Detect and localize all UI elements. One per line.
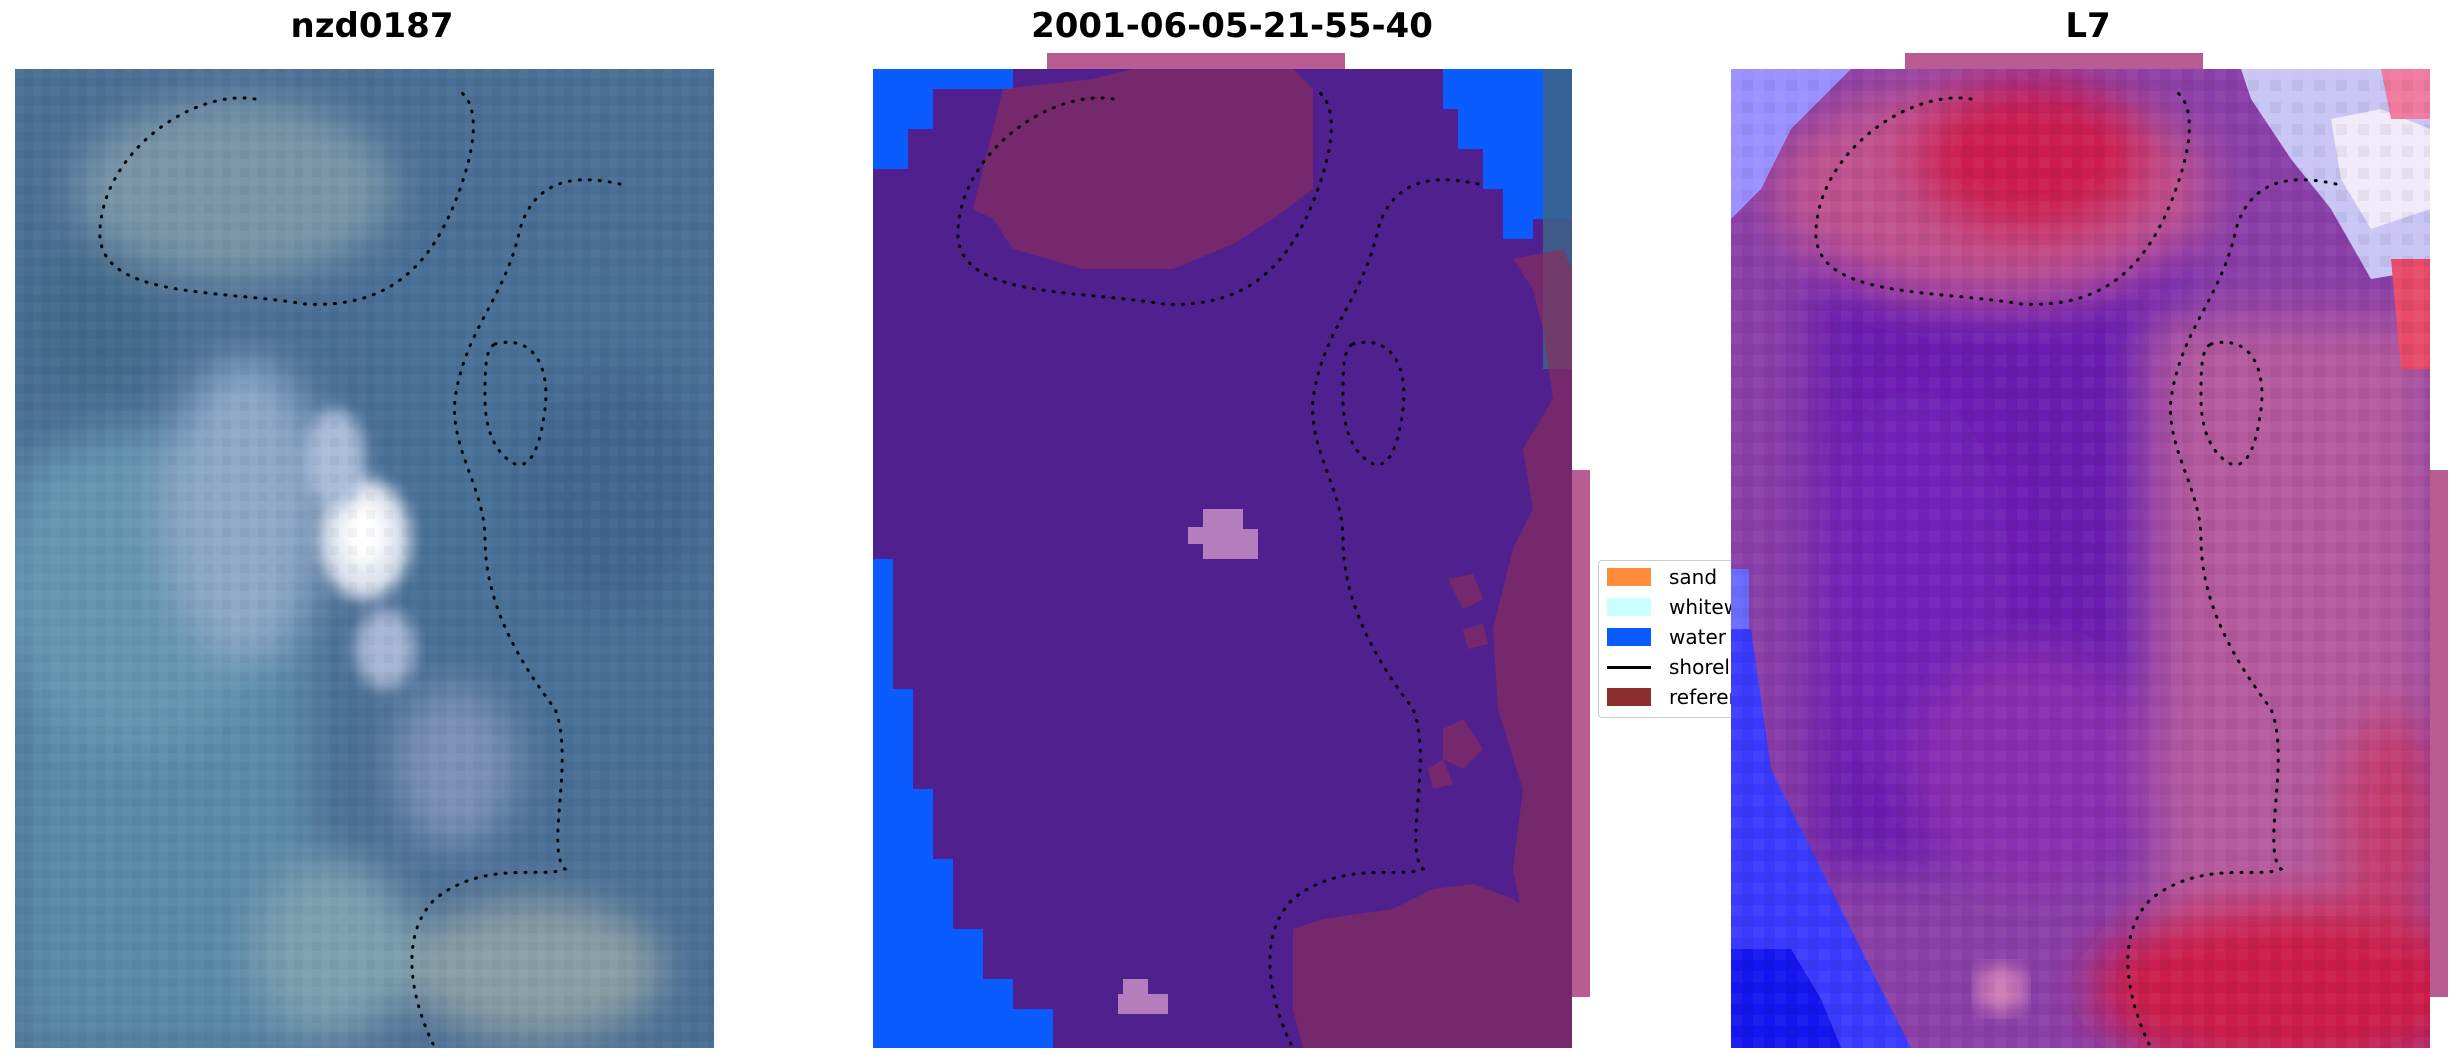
panel-title-index: L7 [2065, 6, 2111, 46]
legend-label: reference [1669, 685, 1737, 709]
legend-item-sand: sand [1607, 565, 1717, 589]
legend-item-water: water [1607, 625, 1726, 649]
legend-label: water [1669, 625, 1726, 649]
pink-band-side-index [2430, 470, 2448, 997]
water-class-regions [873, 69, 1572, 1048]
index-panel [1731, 69, 2430, 1048]
pink-band-top-classification [1047, 53, 1345, 69]
legend-item-reference: reference [1607, 685, 1737, 709]
water-swatch [1607, 628, 1651, 646]
pink-band-top-index [1905, 53, 2203, 69]
reference-overlay [973, 69, 1572, 1048]
legend-label: shoreline [1669, 655, 1737, 679]
classification-image [873, 69, 1572, 1048]
reference-swatch [1607, 688, 1651, 706]
whitewater-swatch [1607, 598, 1651, 616]
shoreline-line-swatch [1607, 665, 1651, 669]
panel-title-rgb: nzd0187 [290, 6, 454, 46]
whitewater-patch [1118, 509, 1258, 1014]
sand-swatch [1607, 568, 1651, 586]
rgb-image-panel [15, 69, 714, 1048]
legend-label: sand [1669, 565, 1718, 589]
rgb-image [15, 69, 714, 1048]
classification-panel [873, 69, 1572, 1048]
pink-band-side-classification [1572, 470, 1590, 997]
index-image [1731, 69, 2430, 1048]
legend-item-shoreline: shoreline [1607, 655, 1737, 679]
panel-title-classification: 2001-06-05-21-55-40 [1031, 6, 1433, 46]
